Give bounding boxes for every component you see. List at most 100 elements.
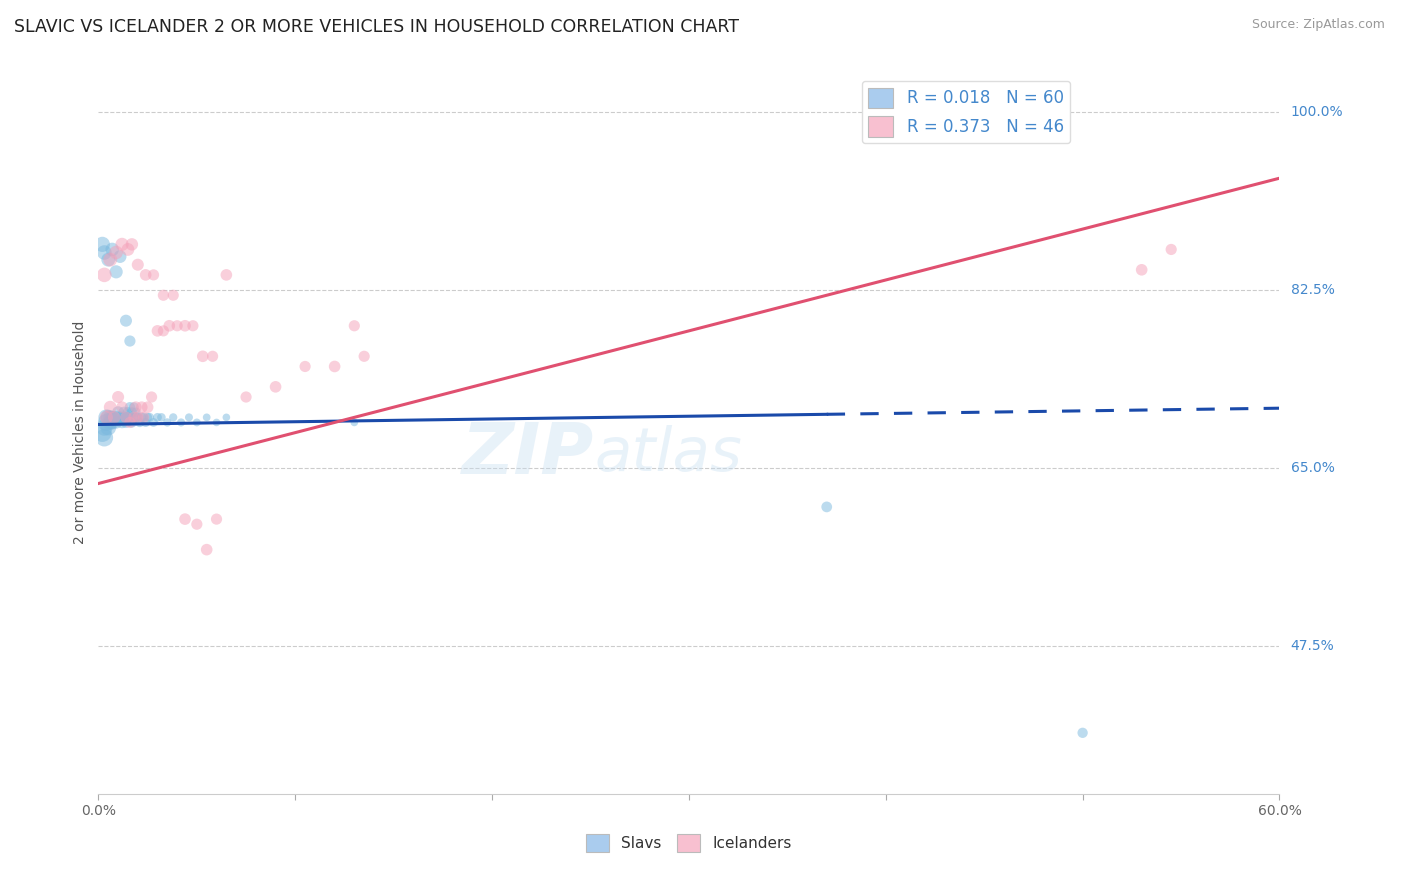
Point bbox=[1160, 243, 1182, 257]
Point bbox=[1130, 262, 1153, 277]
Point bbox=[101, 410, 124, 425]
Point bbox=[103, 410, 125, 425]
Point bbox=[195, 542, 218, 557]
Point bbox=[215, 410, 238, 425]
Point bbox=[93, 420, 115, 434]
Point bbox=[121, 405, 143, 419]
Point bbox=[177, 410, 200, 425]
Point bbox=[115, 410, 138, 425]
Point bbox=[98, 400, 121, 414]
Y-axis label: 2 or more Vehicles in Household: 2 or more Vehicles in Household bbox=[73, 321, 87, 544]
Point bbox=[97, 420, 120, 434]
Legend: Slavs, Icelanders: Slavs, Icelanders bbox=[581, 828, 797, 858]
Point bbox=[136, 410, 159, 425]
Point bbox=[118, 400, 141, 414]
Point bbox=[98, 410, 121, 425]
Point bbox=[195, 410, 218, 425]
Point bbox=[201, 349, 224, 363]
Point bbox=[125, 405, 148, 419]
Point bbox=[108, 250, 131, 264]
Point bbox=[157, 318, 180, 333]
Point bbox=[101, 243, 124, 257]
Point bbox=[107, 390, 129, 404]
Point bbox=[125, 410, 148, 425]
Text: atlas: atlas bbox=[595, 425, 742, 483]
Point bbox=[135, 268, 157, 282]
Text: 47.5%: 47.5% bbox=[1291, 640, 1334, 653]
Point bbox=[98, 252, 121, 267]
Point bbox=[101, 416, 124, 430]
Point bbox=[105, 245, 128, 260]
Point bbox=[174, 512, 197, 526]
Point bbox=[98, 416, 121, 430]
Point bbox=[162, 288, 184, 302]
Point bbox=[111, 416, 134, 430]
Point bbox=[1071, 726, 1094, 740]
Point bbox=[343, 318, 366, 333]
Point bbox=[205, 512, 228, 526]
Point bbox=[205, 416, 228, 430]
Point bbox=[191, 349, 214, 363]
Text: SLAVIC VS ICELANDER 2 OR MORE VEHICLES IN HOUSEHOLD CORRELATION CHART: SLAVIC VS ICELANDER 2 OR MORE VEHICLES I… bbox=[14, 18, 740, 36]
Point bbox=[97, 252, 120, 267]
Point bbox=[146, 410, 169, 425]
Point bbox=[107, 405, 129, 419]
Point bbox=[115, 314, 138, 328]
Point bbox=[152, 324, 174, 338]
Point bbox=[127, 410, 149, 425]
Point bbox=[138, 410, 160, 425]
Point bbox=[141, 390, 163, 404]
Point bbox=[105, 265, 128, 279]
Point bbox=[170, 416, 193, 430]
Point bbox=[111, 400, 134, 414]
Point bbox=[121, 416, 143, 430]
Point bbox=[162, 410, 184, 425]
Point bbox=[91, 237, 114, 252]
Point bbox=[97, 410, 120, 425]
Point bbox=[132, 410, 155, 425]
Point bbox=[235, 390, 257, 404]
Point bbox=[108, 410, 131, 425]
Point bbox=[118, 410, 141, 425]
Point bbox=[152, 288, 174, 302]
Point bbox=[156, 416, 179, 430]
Point bbox=[107, 410, 129, 425]
Point bbox=[142, 268, 165, 282]
Point bbox=[127, 410, 149, 425]
Point bbox=[111, 237, 134, 252]
Point bbox=[132, 410, 155, 425]
Point bbox=[174, 318, 197, 333]
Point bbox=[121, 237, 143, 252]
Point bbox=[115, 416, 138, 430]
Point bbox=[146, 324, 169, 338]
Point bbox=[125, 400, 148, 414]
Point bbox=[122, 410, 145, 425]
Point bbox=[135, 416, 157, 430]
Point bbox=[186, 517, 208, 532]
Text: 100.0%: 100.0% bbox=[1291, 105, 1343, 119]
Point bbox=[186, 416, 208, 430]
Point bbox=[127, 258, 149, 272]
Point bbox=[117, 405, 139, 419]
Point bbox=[93, 268, 115, 282]
Text: 82.5%: 82.5% bbox=[1291, 283, 1334, 297]
Point bbox=[181, 318, 204, 333]
Point bbox=[215, 268, 238, 282]
Point bbox=[131, 400, 153, 414]
Point bbox=[122, 400, 145, 414]
Point bbox=[96, 410, 118, 425]
Point bbox=[166, 318, 188, 333]
Point bbox=[294, 359, 316, 374]
Text: ZIP: ZIP bbox=[463, 420, 595, 489]
Point bbox=[815, 500, 838, 514]
Point bbox=[96, 410, 118, 425]
Point bbox=[343, 416, 366, 430]
Point bbox=[93, 431, 115, 445]
Point bbox=[264, 380, 287, 394]
Point bbox=[150, 410, 173, 425]
Point bbox=[142, 416, 165, 430]
Point bbox=[136, 400, 159, 414]
Point bbox=[118, 416, 141, 430]
Point bbox=[115, 410, 138, 425]
Point bbox=[117, 410, 139, 425]
